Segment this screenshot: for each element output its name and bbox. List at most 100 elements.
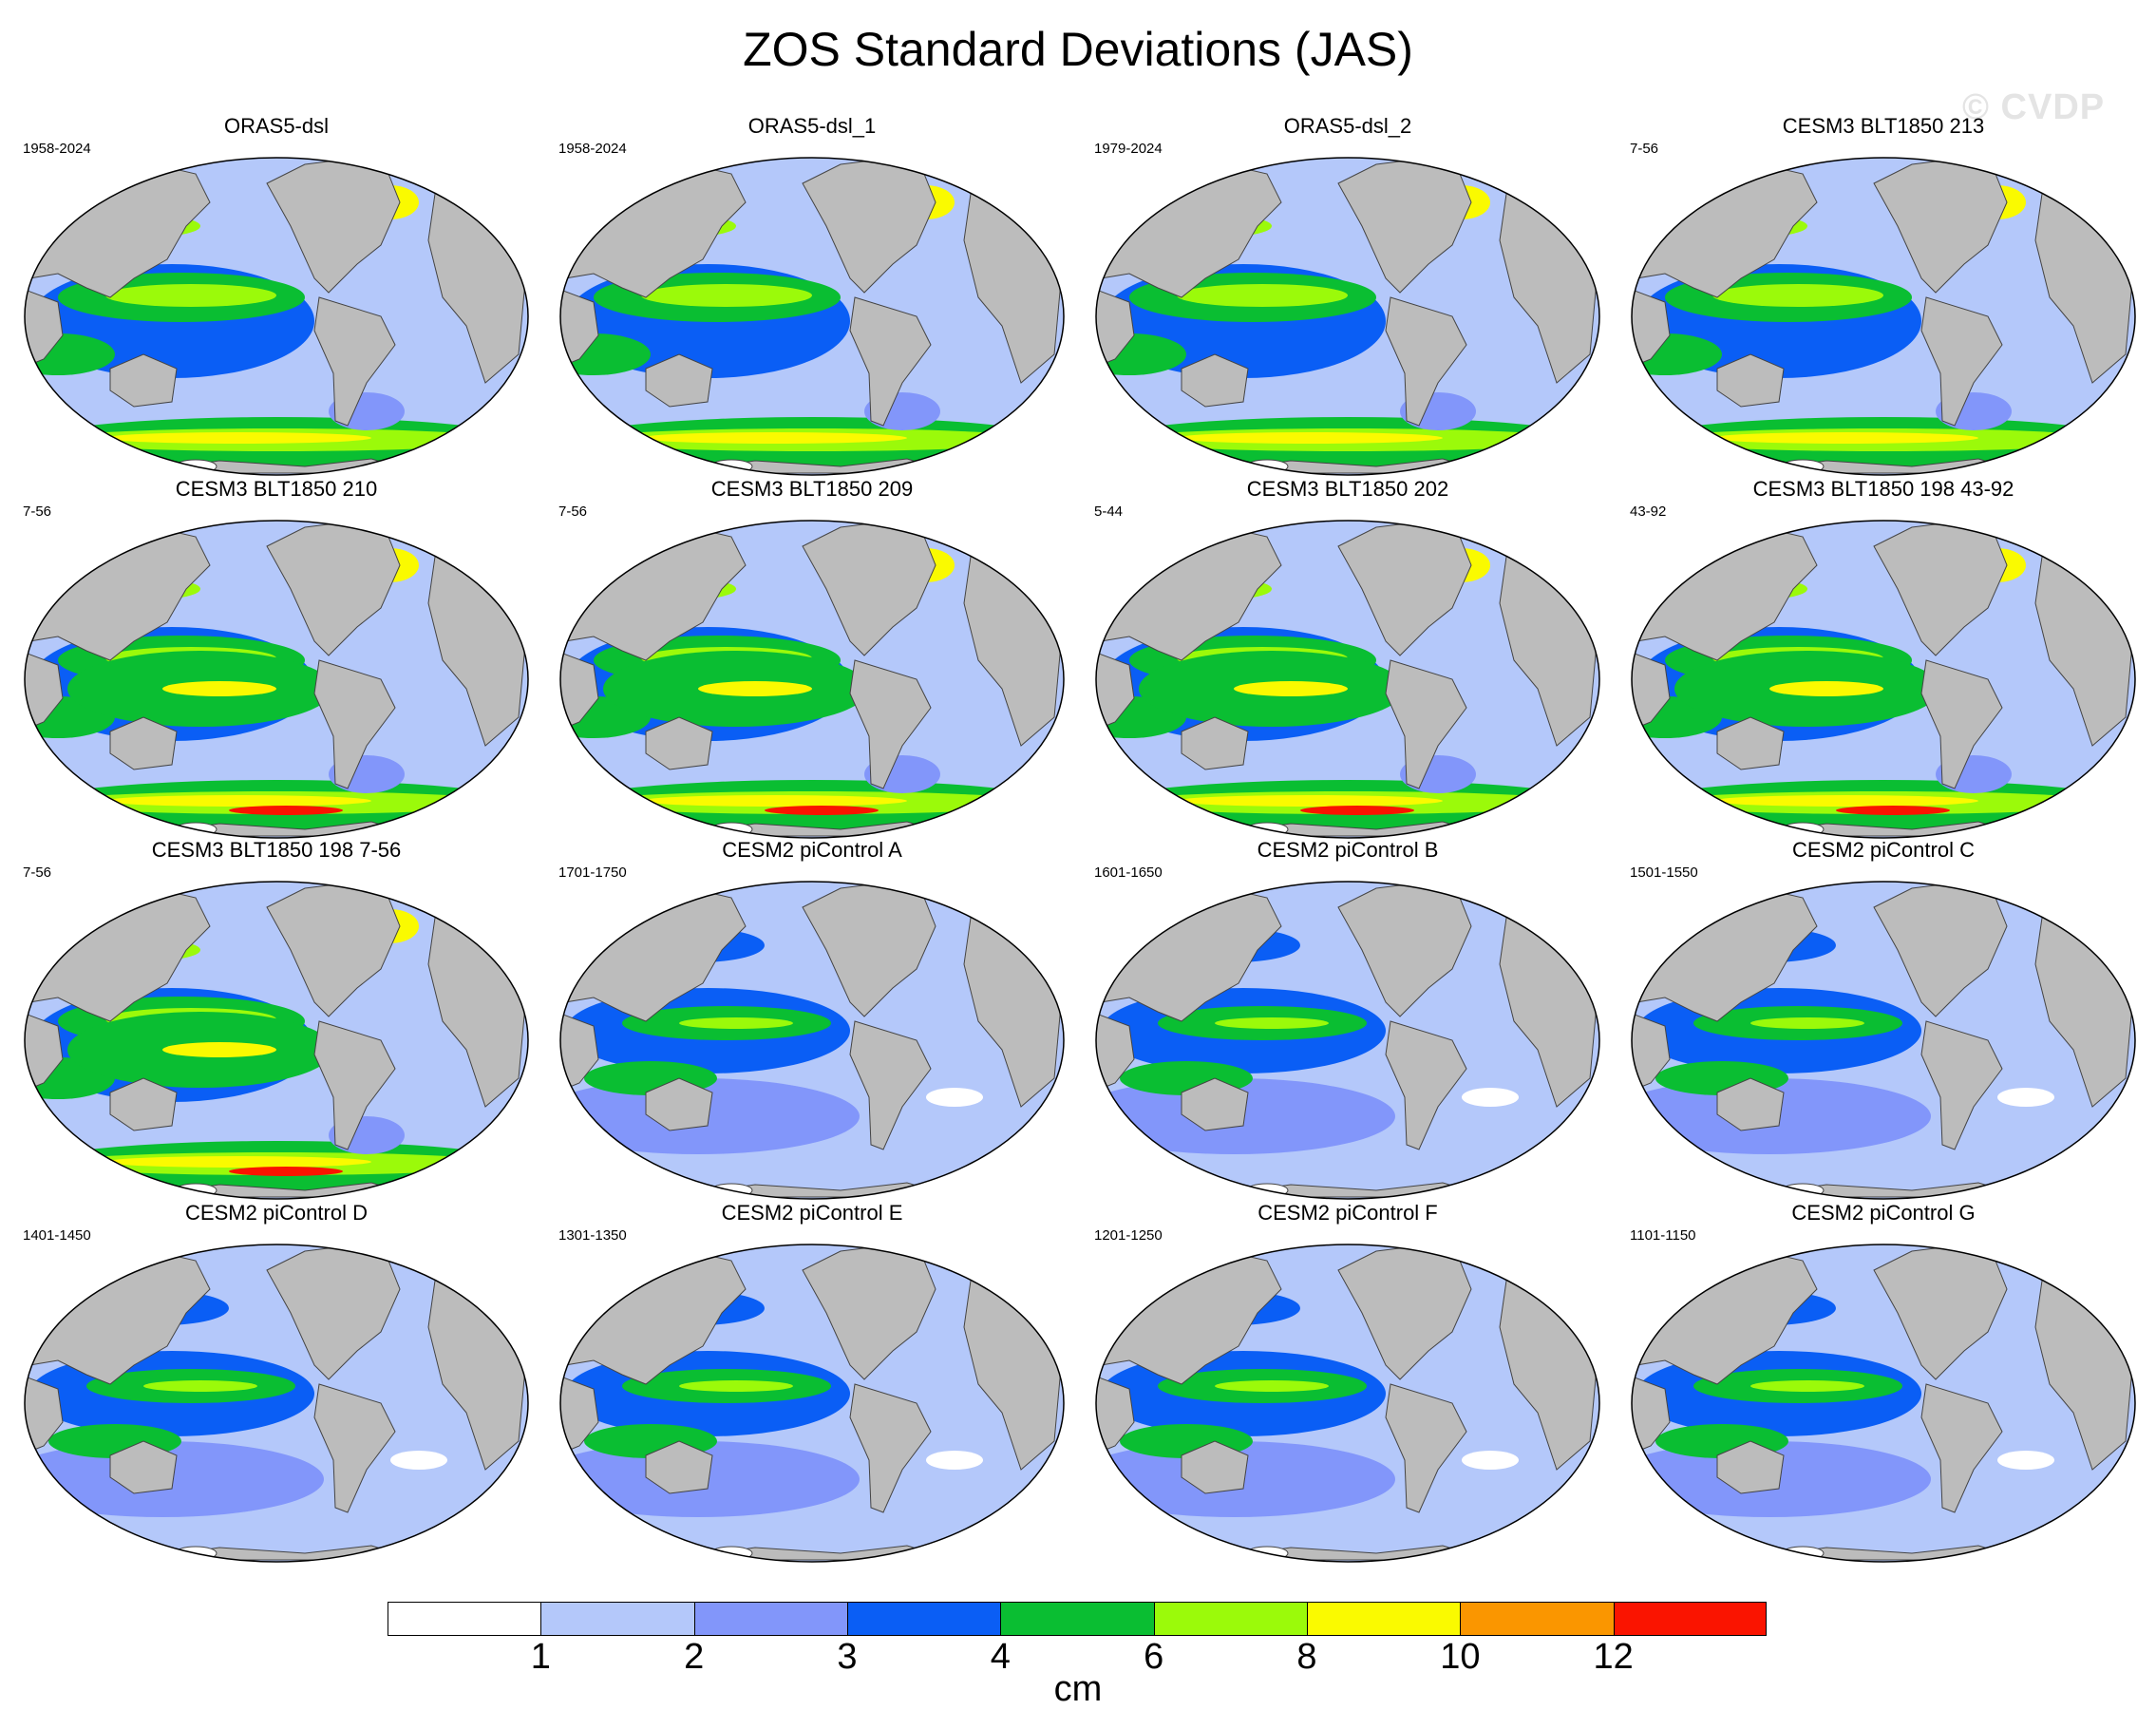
land-mass xyxy=(266,1244,401,1380)
world-map xyxy=(24,1244,529,1563)
land-mass xyxy=(645,1440,713,1494)
map-panel: CESM2 piControl G 1101-1150 xyxy=(1617,1199,2150,1579)
anomaly-band xyxy=(162,1042,276,1057)
panel-title: CESM2 piControl A xyxy=(722,838,902,862)
land-mass xyxy=(849,1383,932,1513)
colorbar-tick-label: 3 xyxy=(837,1637,858,1677)
land-mass xyxy=(1632,1011,1671,1093)
anomaly-band xyxy=(1712,795,1978,807)
world-map xyxy=(1631,157,2136,476)
land-mass xyxy=(313,1020,396,1150)
land-mass xyxy=(1385,296,1467,427)
anomaly-band xyxy=(1712,432,1978,444)
world-map xyxy=(24,157,529,476)
colorbar-tick-label: 8 xyxy=(1296,1637,1317,1677)
anomaly-band xyxy=(1462,1451,1519,1470)
land-mass xyxy=(1181,1077,1249,1131)
colorbar-box xyxy=(1307,1602,1461,1636)
land-mass xyxy=(1920,1020,2003,1150)
panel-years: 1401-1450 xyxy=(23,1227,91,1244)
map-outline xyxy=(24,1244,529,1563)
land-mass xyxy=(802,1244,936,1380)
panel-years: 7-56 xyxy=(558,504,588,520)
panel-years: 1101-1150 xyxy=(1630,1227,1696,1244)
land-mass xyxy=(109,353,178,408)
panel-title: ORAS5-dsl xyxy=(223,114,330,138)
colorbar-tick-label: 4 xyxy=(990,1637,1011,1677)
land-mass xyxy=(313,659,396,789)
panel-title: CESM3 BLT1850 209 xyxy=(710,477,914,501)
panel-years: 7-56 xyxy=(1630,141,1659,157)
land-mass xyxy=(25,1374,64,1456)
anomaly-band xyxy=(926,1088,983,1107)
land-mass xyxy=(645,353,713,408)
map-outline xyxy=(1095,1244,1600,1563)
panel-years: 1201-1250 xyxy=(1094,1227,1163,1244)
land-mass xyxy=(266,521,401,656)
panel-years: 1979-2024 xyxy=(1094,141,1163,157)
world-map xyxy=(1631,1244,2136,1563)
anomaly-band xyxy=(1712,284,1883,307)
land-mass xyxy=(560,287,599,370)
land-mass xyxy=(109,1077,178,1131)
anomaly-band xyxy=(698,681,812,696)
land-mass xyxy=(1385,1020,1467,1150)
colorbar-box xyxy=(1613,1602,1768,1636)
anomaly-band xyxy=(105,1156,371,1168)
panel-title: CESM2 piControl D xyxy=(185,1201,368,1225)
panel-years: 1301-1350 xyxy=(558,1227,627,1244)
land-mass xyxy=(25,1011,64,1093)
panel-title: CESM3 BLT1850 210 xyxy=(175,477,378,501)
world-map xyxy=(1095,881,1600,1200)
world-map xyxy=(24,520,529,839)
colorbar-tick-label: 12 xyxy=(1593,1637,1634,1677)
colorbar-box xyxy=(847,1602,1001,1636)
world-map xyxy=(1095,157,1600,476)
panel-years: 1958-2024 xyxy=(558,141,627,157)
land-mass xyxy=(849,1020,932,1150)
colorbar-box xyxy=(388,1602,541,1636)
land-mass xyxy=(1873,882,2008,1017)
panel-title: CESM3 BLT1850 198 7-56 xyxy=(151,838,402,862)
anomaly-band xyxy=(1769,681,1883,696)
map-panel: CESM2 piControl A 1701-1750 xyxy=(545,836,1079,1216)
land-mass xyxy=(266,158,401,294)
land-mass xyxy=(1920,296,2003,427)
land-mass xyxy=(1385,1383,1467,1513)
land-mass xyxy=(1716,1077,1785,1131)
panel-years: 43-92 xyxy=(1630,504,1667,520)
land-mass xyxy=(560,650,599,732)
anomaly-band xyxy=(1997,1088,2054,1107)
colorbar-tick-label: 1 xyxy=(530,1637,551,1677)
colorbar-box xyxy=(1460,1602,1615,1636)
land-mass xyxy=(25,287,64,370)
panel-years: 1501-1550 xyxy=(1630,864,1698,881)
main-title: ZOS Standard Deviations (JAS) xyxy=(743,23,1413,76)
anomaly-band xyxy=(641,432,907,444)
map-panel: CESM3 BLT1850 198 7-56 7-56 xyxy=(9,836,543,1216)
land-mass xyxy=(1873,158,2008,294)
map-outline xyxy=(559,881,1065,1200)
land-mass xyxy=(1632,650,1671,732)
anomaly-band xyxy=(641,284,812,307)
colorbar-tick-label: 10 xyxy=(1440,1637,1481,1677)
map-panel: CESM3 BLT1850 202 5-44 xyxy=(1081,475,1615,855)
anomaly-band xyxy=(1750,1017,1864,1029)
panel-title: CESM2 piControl E xyxy=(721,1201,903,1225)
world-map xyxy=(24,881,529,1200)
map-panel: CESM3 BLT1850 198 43-92 43-92 xyxy=(1617,475,2150,855)
world-map xyxy=(559,520,1065,839)
land-mass xyxy=(645,716,713,770)
panel-years: 7-56 xyxy=(23,504,52,520)
land-mass xyxy=(1181,716,1249,770)
map-outline xyxy=(559,520,1065,839)
land-mass xyxy=(1181,1440,1249,1494)
map-panel: ORAS5-dsl 1958-2024 xyxy=(9,112,543,492)
map-panel: CESM3 BLT1850 210 7-56 xyxy=(9,475,543,855)
map-outline xyxy=(1095,881,1600,1200)
anomaly-band xyxy=(1177,795,1443,807)
colorbar-units-label: cm xyxy=(1053,1669,1103,1709)
anomaly-band xyxy=(143,1380,257,1392)
land-mass xyxy=(1096,287,1135,370)
anomaly-band xyxy=(926,1451,983,1470)
